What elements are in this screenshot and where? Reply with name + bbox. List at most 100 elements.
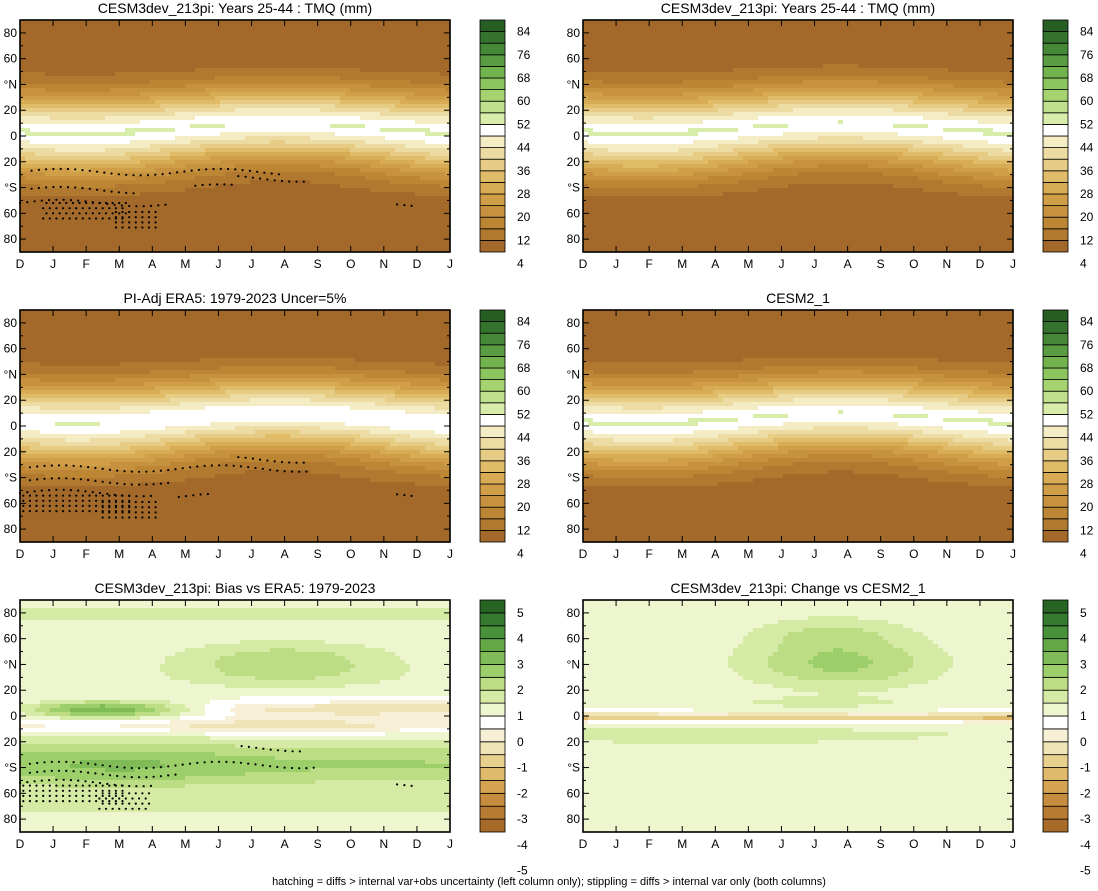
- stipple-region: [194, 183, 233, 187]
- y-tick-label: 0: [573, 709, 580, 723]
- colorbar-label: 68: [1080, 361, 1094, 375]
- colorbar-swatch: [479, 379, 506, 392]
- x-tick-label: J: [613, 547, 619, 561]
- x-tick-label: J: [613, 257, 619, 271]
- colorbar-label: 5: [517, 606, 524, 620]
- y-tick-label: °S: [4, 181, 17, 195]
- panel-model-tmq-nostipple: CESM3dev_213pi: Years 25-44 : TMQ (mm) 8…: [563, 0, 1098, 290]
- stipple-region: [396, 493, 413, 497]
- bias-heatmap-chart: 80 60 °N 20 0 20 °S 60 80 D J F M A M J J A S O N D J 5 4 3 2 1 0 -1 -…: [4, 599, 528, 878]
- colorbar-swatch: [479, 170, 506, 183]
- y-tick-label: °N: [567, 367, 580, 381]
- x-tick-label: J: [1010, 547, 1016, 561]
- x-tick-label: F: [82, 257, 89, 271]
- panel-title: CESM2_1: [583, 290, 1013, 306]
- hatch-region: [22, 784, 124, 803]
- colorbar-swatch: [479, 664, 506, 678]
- colorbar-label: 28: [1080, 187, 1094, 201]
- x-tick-label: S: [877, 837, 885, 851]
- colorbar-label: -3: [517, 812, 528, 826]
- colorbar-swatch: [479, 205, 506, 218]
- y-tick-label: 20: [4, 735, 18, 749]
- x-tick-label: M: [114, 837, 124, 851]
- x-tick-label: O: [346, 837, 355, 851]
- colorbar-swatch: [1042, 344, 1069, 357]
- colorbar-swatch: [479, 124, 506, 137]
- panel-bias: CESM3dev_213pi: Bias vs ERA5: 1979-2023 …: [0, 580, 546, 878]
- x-tick-label: J: [447, 837, 453, 851]
- stipple-region: [396, 203, 413, 207]
- x-tick-label: J: [1010, 257, 1016, 271]
- x-tick-label: J: [215, 257, 221, 271]
- colorbar-label: 84: [517, 315, 531, 329]
- colorbar-label: 44: [517, 141, 531, 155]
- y-tick-label: °S: [567, 761, 580, 775]
- x-tick-label: O: [346, 547, 355, 561]
- y-tick-label: 80: [4, 316, 18, 330]
- x-tick-label: M: [114, 547, 124, 561]
- colorbar-label: 36: [1080, 164, 1094, 178]
- stipple-region: [177, 492, 209, 499]
- y-tick-label: 80: [567, 232, 581, 246]
- y-tick-label: °S: [567, 181, 580, 195]
- colorbar-label: 5: [1080, 606, 1087, 620]
- x-tick-label: J: [447, 547, 453, 561]
- colorbar-swatch: [1042, 100, 1069, 114]
- colorbar-label: 76: [517, 48, 531, 62]
- colorbar-swatch: [1042, 702, 1069, 717]
- colorbar-swatch: [1042, 792, 1069, 807]
- x-tick-label: J: [50, 837, 56, 851]
- colorbar-label: 28: [517, 477, 531, 491]
- colorbar: [479, 599, 506, 833]
- colorbar-swatch: [1042, 754, 1069, 768]
- colorbar-swatch: [479, 518, 506, 531]
- y-tick-label: 0: [10, 129, 17, 143]
- hatch-region: [114, 210, 157, 229]
- colorbar-label: 28: [1080, 477, 1094, 491]
- x-tick-label: A: [281, 257, 289, 271]
- x-tick-label: A: [281, 837, 289, 851]
- colorbar-swatch: [479, 599, 506, 614]
- colorbar-swatch: [1042, 112, 1069, 125]
- colorbar-swatch: [479, 402, 506, 415]
- colorbar-swatch: [479, 89, 506, 102]
- panel-title: PI-Adj ERA5: 1979-2023 Uncer=5%: [20, 290, 450, 306]
- colorbar-swatch: [1042, 66, 1069, 79]
- y-tick-label: 0: [573, 419, 580, 433]
- y-tick-label: 20: [4, 683, 18, 697]
- colorbar-swatch: [1042, 239, 1069, 253]
- y-tick-label: 60: [4, 206, 18, 220]
- x-tick-label: M: [180, 837, 190, 851]
- x-tick-label: D: [413, 257, 422, 271]
- colorbar-swatch: [479, 414, 506, 427]
- y-tick-label: °N: [4, 657, 17, 671]
- colorbar-label: 52: [1080, 407, 1094, 421]
- colorbar-label: 52: [1080, 117, 1094, 131]
- x-tick-label: J: [778, 547, 784, 561]
- colorbar-swatch: [479, 228, 506, 241]
- colorbar-swatch: [1042, 309, 1069, 323]
- colorbar-swatch: [1042, 147, 1069, 160]
- y-tick-label: 60: [4, 786, 18, 800]
- y-tick-label: 60: [567, 342, 581, 356]
- y-tick-label: 80: [567, 26, 581, 40]
- x-tick-label: N: [943, 257, 952, 271]
- x-tick-label: S: [877, 257, 885, 271]
- colorbar-swatch: [479, 741, 506, 756]
- colorbar-swatch: [1042, 216, 1069, 230]
- colorbar-swatch: [1042, 379, 1069, 392]
- colorbar-swatch: [1042, 651, 1069, 665]
- colorbar-label: 76: [1080, 338, 1094, 352]
- colorbar-label: 84: [1080, 25, 1094, 39]
- colorbar-swatch: [479, 344, 506, 357]
- x-tick-label: F: [645, 837, 652, 851]
- colorbar-swatch: [479, 193, 506, 207]
- colorbar-label: -2: [1080, 786, 1091, 800]
- colorbar-label: 0: [517, 735, 524, 749]
- colorbar-swatch: [479, 471, 506, 485]
- tmq-heatmap-chart: 80 60 °N 20 0 20 °S 60 80 D J F M A M J J A S O N D J 84 76 68 60 5…: [4, 309, 531, 561]
- colorbar-swatch: [1042, 625, 1069, 640]
- x-tick-label: M: [677, 837, 687, 851]
- y-tick-label: 60: [4, 342, 18, 356]
- colorbar-swatch: [479, 792, 506, 807]
